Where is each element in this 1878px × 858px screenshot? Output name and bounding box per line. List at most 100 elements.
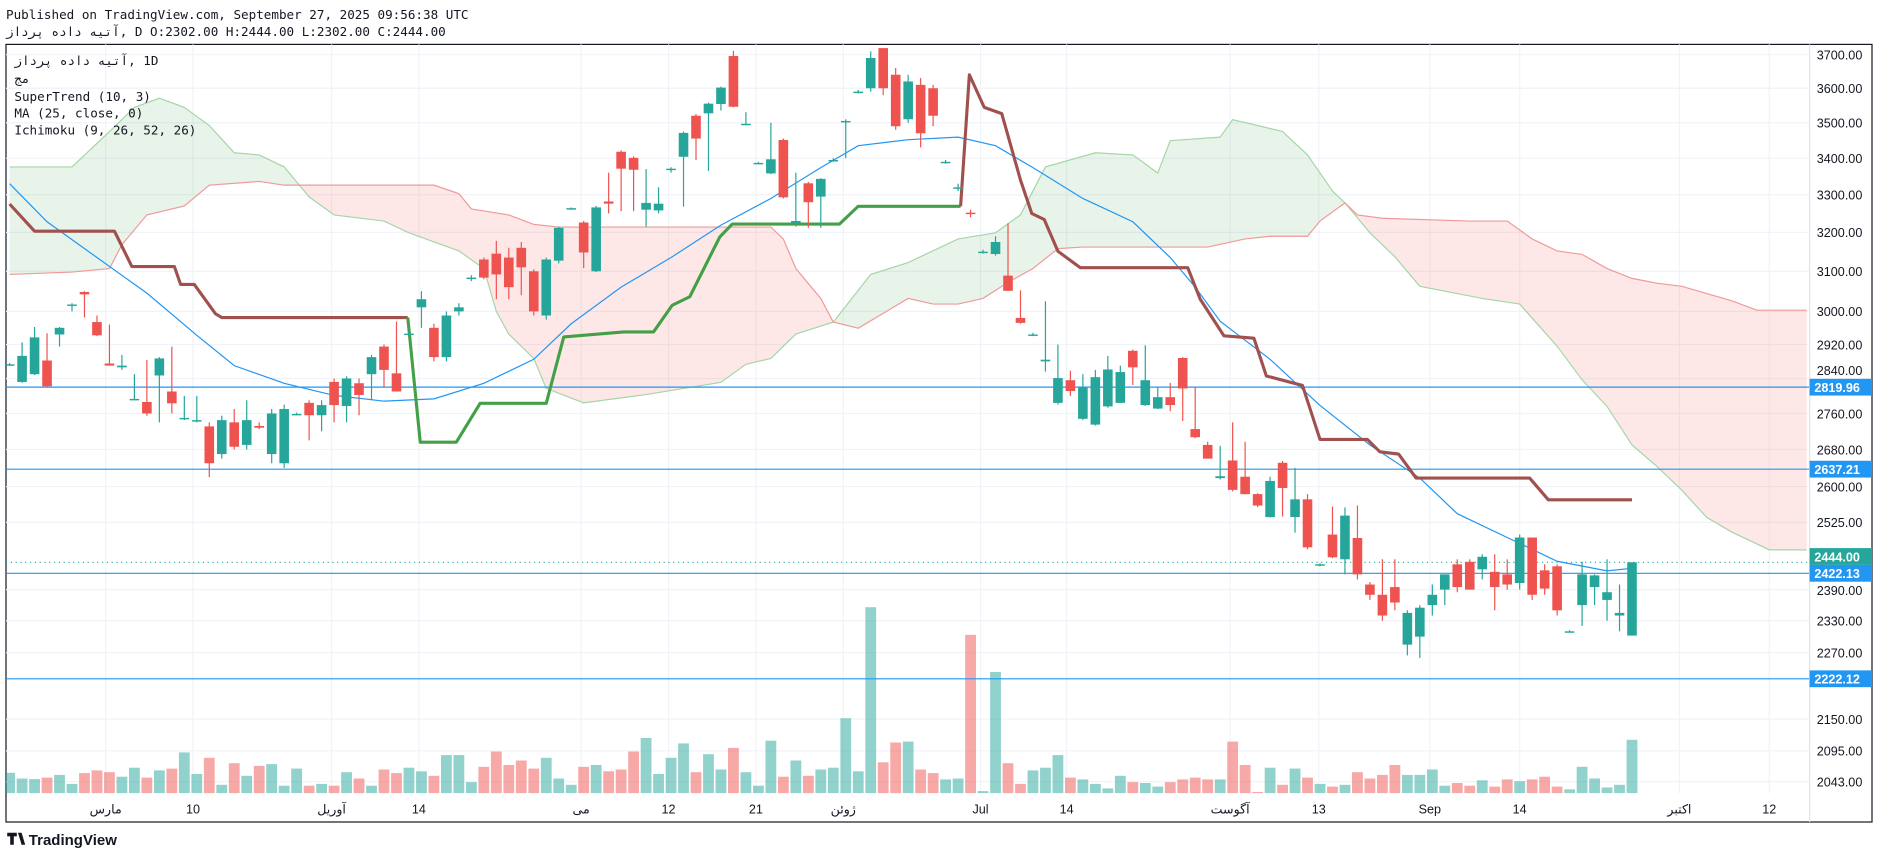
candle-up[interactable] — [192, 420, 202, 422]
price-axis[interactable]: 3700.00 3600.00 3500.00 3400.00 3300.00 3200.… — [1817, 49, 1863, 790]
candle-up[interactable] — [591, 207, 601, 272]
candle-up[interactable] — [978, 251, 988, 254]
candle-down[interactable] — [1539, 570, 1550, 589]
candle-down[interactable] — [429, 327, 439, 358]
candle-up[interactable] — [1340, 515, 1350, 560]
candle-up[interactable] — [117, 365, 127, 368]
candle-down[interactable] — [965, 212, 976, 215]
candle-down[interactable] — [1452, 564, 1463, 588]
candle-down[interactable] — [528, 271, 539, 312]
candle-down[interactable] — [1464, 561, 1475, 590]
candle-up[interactable] — [441, 315, 452, 358]
horizontal-lines[interactable] — [6, 386, 1810, 680]
candle-up[interactable] — [1215, 476, 1225, 479]
candle-down[interactable] — [204, 426, 215, 464]
candle-up[interactable] — [1514, 537, 1525, 584]
candle-up[interactable] — [279, 409, 289, 464]
candle-down[interactable] — [1352, 537, 1363, 575]
candle-up[interactable] — [341, 378, 352, 406]
candle-up[interactable] — [1440, 574, 1450, 590]
candle-down[interactable] — [379, 346, 389, 370]
candle-down[interactable] — [1277, 462, 1288, 488]
candle-up[interactable] — [1040, 359, 1051, 362]
candle-up[interactable] — [29, 337, 40, 375]
candle-down[interactable] — [803, 183, 814, 203]
candle-down[interactable] — [1177, 357, 1188, 389]
candle-down[interactable] — [42, 360, 52, 387]
candle-up[interactable] — [1402, 612, 1413, 645]
candle-up[interactable] — [291, 413, 302, 416]
candle-down[interactable] — [104, 363, 115, 366]
candle-up[interactable] — [454, 307, 464, 312]
legend-ma[interactable]: MA (25, close, 0) — [14, 106, 143, 121]
candle-up[interactable] — [1427, 594, 1438, 606]
candle-down[interactable] — [254, 425, 264, 428]
candle-up[interactable] — [1577, 574, 1587, 606]
candle-up[interactable] — [1140, 380, 1151, 406]
candle-down[interactable] — [1015, 317, 1026, 323]
candle-up[interactable] — [17, 355, 27, 382]
candle-up[interactable] — [1290, 499, 1300, 518]
candle-up[interactable] — [316, 405, 327, 416]
candle-up[interactable] — [404, 333, 414, 336]
candle-up[interactable] — [179, 417, 190, 420]
candle-up[interactable] — [1564, 631, 1575, 633]
candle-up[interactable] — [1090, 377, 1101, 425]
candle-up[interactable] — [791, 220, 801, 224]
candle-down[interactable] — [628, 157, 639, 170]
candle-up[interactable] — [1415, 607, 1425, 637]
candle-down[interactable] — [1502, 574, 1512, 585]
candle-down[interactable] — [479, 259, 489, 278]
candle-up[interactable] — [1115, 372, 1126, 403]
candle-up[interactable] — [903, 81, 913, 120]
candle-up[interactable] — [5, 364, 15, 366]
candle-up[interactable] — [266, 413, 277, 455]
candle-down[interactable] — [354, 383, 364, 395]
legend-ichimoku[interactable]: Ichimoku (9, 26, 52, 26) — [14, 122, 196, 137]
candle-down[interactable] — [915, 84, 926, 134]
candle-up[interactable] — [1053, 378, 1063, 403]
candle-up[interactable] — [416, 299, 427, 308]
candle-down[interactable] — [1327, 534, 1338, 558]
candles[interactable] — [5, 48, 1637, 659]
candle-down[interactable] — [142, 401, 152, 414]
candle-down[interactable] — [691, 115, 701, 139]
candle-up[interactable] — [216, 420, 227, 455]
candle-up[interactable] — [1078, 387, 1088, 419]
candle-down[interactable] — [92, 322, 102, 336]
candle-up[interactable] — [753, 162, 764, 165]
candle-up[interactable] — [865, 58, 876, 89]
candle-up[interactable] — [1152, 397, 1163, 409]
candle-up[interactable] — [653, 203, 664, 211]
candle-down[interactable] — [1365, 584, 1375, 595]
candle-up[interactable] — [566, 208, 576, 210]
candle-up[interactable] — [816, 178, 826, 197]
candle-up[interactable] — [1602, 592, 1612, 600]
legend-supertrend[interactable]: SuperTrend (10, 3) — [14, 89, 150, 104]
candle-up[interactable] — [678, 132, 689, 157]
candle-up[interactable] — [716, 87, 726, 104]
candle-up[interactable] — [553, 227, 564, 261]
candle-up[interactable] — [840, 120, 851, 123]
candle-up[interactable] — [1028, 334, 1038, 336]
candle-down[interactable] — [1489, 571, 1500, 588]
candle-up[interactable] — [703, 103, 714, 114]
candle-up[interactable] — [67, 304, 77, 306]
candle-down[interactable] — [1252, 494, 1263, 506]
candle-down[interactable] — [504, 257, 514, 288]
candle-up[interactable] — [828, 160, 839, 162]
candle-down[interactable] — [890, 74, 901, 127]
candle-up[interactable] — [1614, 612, 1625, 616]
candle-down[interactable] — [391, 373, 402, 392]
candle-down[interactable] — [491, 253, 502, 275]
candle-up[interactable] — [366, 357, 377, 375]
candle-down[interactable] — [578, 222, 589, 253]
candle-down[interactable] — [329, 381, 339, 406]
candle-down[interactable] — [304, 402, 314, 416]
candle-up[interactable] — [129, 398, 140, 401]
candle-up[interactable] — [241, 420, 252, 445]
candle-up[interactable] — [940, 161, 951, 164]
candle-up[interactable] — [766, 159, 776, 174]
candle-up[interactable] — [666, 168, 676, 171]
